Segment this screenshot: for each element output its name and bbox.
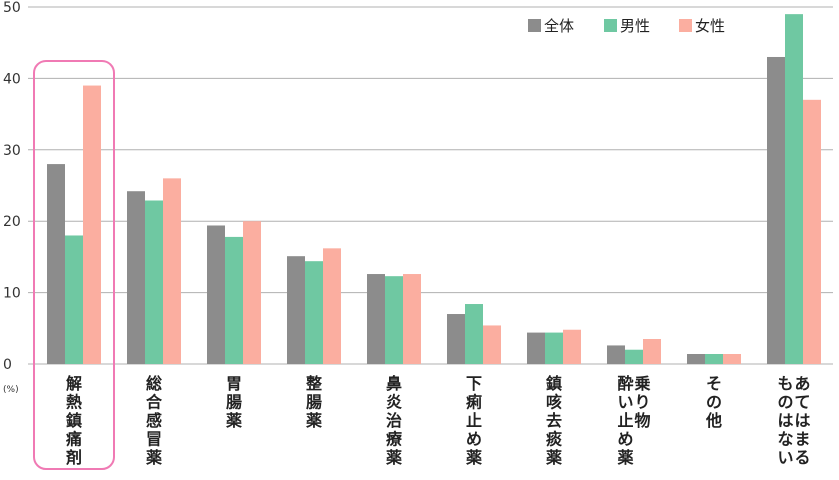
legend-label: 女性 xyxy=(695,17,725,35)
category-label-char: め xyxy=(466,430,482,449)
category-label-char: 胃 xyxy=(226,374,242,393)
bar-男性-9 xyxy=(785,14,803,364)
bar-女性-5 xyxy=(483,325,501,364)
category-label-char: 合 xyxy=(146,393,163,412)
bar-女性-3 xyxy=(323,248,341,364)
bar-男性-6 xyxy=(545,332,563,364)
category-label-char: 他 xyxy=(705,411,722,430)
category-label-char: 剤 xyxy=(65,448,82,467)
category-label-char: 止 xyxy=(466,411,482,430)
highlight-frame xyxy=(33,60,115,470)
legend-label: 全体 xyxy=(544,17,574,35)
bar-女性-6 xyxy=(563,329,581,364)
bar-男性-5 xyxy=(465,304,483,364)
category-label-char: 薬 xyxy=(465,448,483,467)
category-label-char: 物 xyxy=(634,411,650,430)
category-label-char: 鎮 xyxy=(546,374,562,393)
bar-全体-4 xyxy=(367,274,385,364)
bar-女性-1 xyxy=(163,178,181,364)
bar-女性-8 xyxy=(723,354,741,364)
bar-男性-1 xyxy=(145,200,163,364)
category-label-char: 腸 xyxy=(226,393,242,412)
category-label-char: 薬 xyxy=(616,448,634,467)
category-label-char: 薬 xyxy=(385,448,403,467)
bar-男性-0 xyxy=(65,235,83,364)
category-label-char: め xyxy=(617,430,633,449)
category-label-char: 止 xyxy=(617,411,633,430)
bar-男性-2 xyxy=(225,236,243,364)
category-label-char: ま xyxy=(794,430,810,449)
category-label-char: の xyxy=(777,393,793,412)
bar-女性-9 xyxy=(803,99,821,364)
bar-男性-4 xyxy=(385,276,403,364)
category-label-char: て xyxy=(794,393,810,412)
category-label-char: 熱 xyxy=(66,393,82,412)
y-tick-label: 40 xyxy=(3,71,21,87)
category-label-char: 咳 xyxy=(546,393,562,412)
y-tick-label: 30 xyxy=(3,143,21,159)
category-label-char: そ xyxy=(706,374,722,393)
category-label-char: 整 xyxy=(305,374,322,393)
category-label-char: 療 xyxy=(386,430,403,449)
category-label-char: も xyxy=(777,374,793,393)
category-label-char: り xyxy=(634,393,650,412)
bar-男性-3 xyxy=(305,261,323,364)
category-label-char: の xyxy=(706,393,722,412)
category-label-char: 乗 xyxy=(634,374,650,393)
bar-女性-7 xyxy=(643,339,661,364)
bar-女性-4 xyxy=(403,274,421,364)
bar-男性-8 xyxy=(705,354,723,364)
category-label-char: 薬 xyxy=(545,448,563,467)
y-tick-label: 0 xyxy=(3,357,12,373)
y-unit-label: (%) xyxy=(3,385,19,395)
y-tick-label: 50 xyxy=(3,0,21,16)
bar-女性-0 xyxy=(83,85,101,364)
category-label-char: は xyxy=(794,411,810,430)
category-label-char: 腸 xyxy=(306,393,322,412)
category-label-char: 鎮 xyxy=(66,411,82,430)
legend-swatch xyxy=(528,19,541,32)
bar-女性-2 xyxy=(243,221,261,364)
bar-全体-3 xyxy=(287,256,305,364)
legend-label: 男性 xyxy=(620,17,650,35)
category-label-char: 炎 xyxy=(386,393,402,412)
category-label-char: 冒 xyxy=(146,430,162,449)
category-label-char: 薬 xyxy=(225,411,243,430)
category-label-char: 治 xyxy=(386,411,402,430)
y-tick-label: 20 xyxy=(3,214,21,230)
bar-全体-1 xyxy=(127,191,145,364)
y-tick-label: 10 xyxy=(3,286,21,302)
category-label-char: 解 xyxy=(66,374,82,393)
bar-全体-9 xyxy=(767,56,785,364)
category-label-char: 痢 xyxy=(466,393,482,412)
bar-全体-8 xyxy=(687,354,705,364)
category-label-char: 痛 xyxy=(65,430,82,449)
category-label-char: は xyxy=(777,411,793,430)
category-label-char: い xyxy=(617,393,633,412)
category-label-char: 痰 xyxy=(546,430,563,449)
category-label-char: な xyxy=(777,430,793,449)
bar-全体-5 xyxy=(447,314,465,364)
legend-swatch xyxy=(679,19,692,32)
category-label-char: 総 xyxy=(146,374,162,393)
legend-swatch xyxy=(604,19,617,32)
category-label-char: る xyxy=(794,448,810,467)
category-label-char: 去 xyxy=(546,411,562,430)
category-label-char: あ xyxy=(794,374,810,393)
bar-全体-7 xyxy=(607,345,625,364)
category-label-char: 下 xyxy=(466,374,482,393)
bar-全体-6 xyxy=(527,332,545,364)
bar-男性-7 xyxy=(625,349,643,364)
category-label-char: 鼻 xyxy=(386,374,402,393)
category-label-char: 感 xyxy=(146,411,162,430)
category-label-char: 酔 xyxy=(617,374,633,393)
category-label-char: い xyxy=(777,448,793,467)
bar-全体-0 xyxy=(47,164,65,364)
category-label-char: 薬 xyxy=(145,448,163,467)
category-label-char: 薬 xyxy=(305,411,323,430)
bar-全体-2 xyxy=(207,225,225,364)
